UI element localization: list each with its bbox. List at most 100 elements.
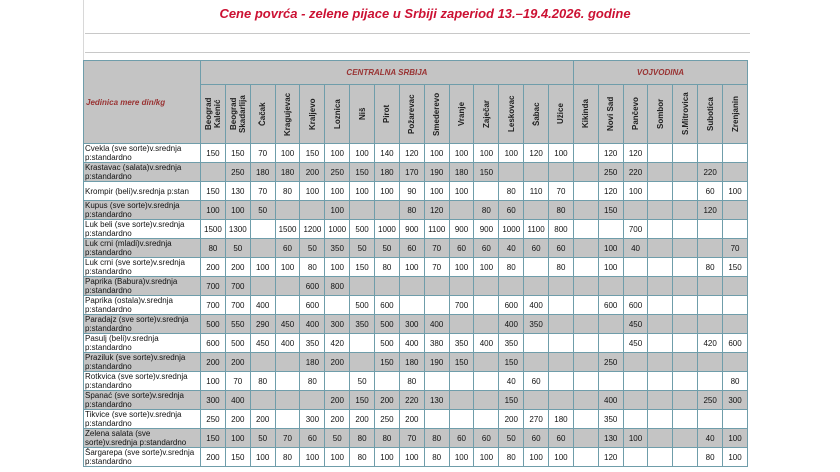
price-cell: 100 xyxy=(498,143,525,163)
price-cell: 350 xyxy=(299,333,326,353)
price-cell: 350 xyxy=(324,238,351,258)
price-cell xyxy=(647,219,674,239)
price-cell: 50 xyxy=(349,371,376,391)
price-cell xyxy=(672,333,699,353)
price-cell xyxy=(672,314,699,334)
price-cell: 80 xyxy=(249,371,276,391)
column-header: Smederevo xyxy=(423,84,450,144)
price-cell: 1200 xyxy=(299,219,326,239)
price-cell: 120 xyxy=(398,143,425,163)
price-cell: 600 xyxy=(200,333,226,353)
data-row: Paradajz (sve sorte)v.srednja p:standard… xyxy=(83,314,748,334)
column-header: Subotica xyxy=(697,84,724,144)
data-row: Tikvice (sve sorte)v.srednja p:standardn… xyxy=(83,409,748,429)
price-cell xyxy=(548,333,574,353)
price-cell: 350 xyxy=(498,333,525,353)
price-cell xyxy=(572,352,599,372)
price-cell: 100 xyxy=(324,200,351,220)
price-cell xyxy=(672,181,699,201)
data-row: Cvekla (sve sorte)v.srednja p:standardno… xyxy=(83,143,748,163)
data-row: Luk crni (mladi)v.srednja p:standardno 80… xyxy=(83,238,748,258)
price-cell: 170 xyxy=(398,162,425,182)
price-cell: 300 xyxy=(722,390,748,410)
price-cell xyxy=(697,276,724,296)
price-cell xyxy=(473,181,500,201)
price-cell xyxy=(572,257,599,277)
column-header: Kraljevo xyxy=(299,84,326,144)
price-cell: 70 xyxy=(722,238,748,258)
price-cell: 60 xyxy=(523,238,550,258)
price-cell: 700 xyxy=(622,219,649,239)
price-cell: 100 xyxy=(597,257,624,277)
price-cell: 100 xyxy=(448,447,475,467)
row-label: Spanać (sve sorte)v.srednja p:standardno xyxy=(83,390,201,410)
price-cell: 200 xyxy=(224,352,251,372)
price-cell xyxy=(374,200,400,220)
column-header: Novi Sad xyxy=(597,84,624,144)
price-cell: 900 xyxy=(448,219,475,239)
price-cell xyxy=(299,200,326,220)
price-cell: 270 xyxy=(523,409,550,429)
price-cell: 200 xyxy=(249,409,276,429)
price-cell: 70 xyxy=(398,428,425,448)
price-cell: 600 xyxy=(498,295,525,315)
price-cell: 100 xyxy=(374,447,400,467)
price-cell xyxy=(423,371,450,391)
price-cell: 120 xyxy=(597,447,624,467)
price-cell: 60 xyxy=(448,428,475,448)
price-cell xyxy=(572,390,599,410)
row-label: Šargarepa (sve sorte)v.srednja p:standar… xyxy=(83,447,201,467)
price-cell: 700 xyxy=(200,276,226,296)
price-cell: 100 xyxy=(374,181,400,201)
price-cell xyxy=(697,352,724,372)
price-cell: 180 xyxy=(249,162,276,182)
price-cell: 400 xyxy=(398,333,425,353)
price-cell: 450 xyxy=(622,314,649,334)
row-label: Cvekla (sve sorte)v.srednja p:standardno xyxy=(83,143,201,163)
price-cell: 200 xyxy=(324,352,351,372)
price-cell xyxy=(548,314,574,334)
price-cell: 80 xyxy=(697,257,724,277)
price-cell xyxy=(697,409,724,429)
price-cell: 220 xyxy=(697,162,724,182)
price-cell: 200 xyxy=(398,409,425,429)
price-cell: 1000 xyxy=(374,219,400,239)
price-cell xyxy=(448,276,475,296)
price-cell: 250 xyxy=(374,409,400,429)
price-cell xyxy=(722,352,748,372)
price-cell: 60 xyxy=(548,428,574,448)
price-cell xyxy=(647,428,674,448)
price-cell: 400 xyxy=(249,295,276,315)
price-cell xyxy=(423,276,450,296)
price-cell xyxy=(548,390,574,410)
price-cell: 60 xyxy=(498,200,525,220)
price-cell xyxy=(374,371,400,391)
price-cell: 1500 xyxy=(200,219,226,239)
price-cell: 130 xyxy=(224,181,251,201)
price-cell xyxy=(498,162,525,182)
price-cell: 600 xyxy=(374,295,400,315)
column-name: Kikinda xyxy=(581,99,591,129)
price-cell: 220 xyxy=(622,162,649,182)
price-cell: 60 xyxy=(697,181,724,201)
price-cell xyxy=(349,333,376,353)
price-cell: 200 xyxy=(498,409,525,429)
data-row: Rotkvica (sve sorte)v.srednja p:standard… xyxy=(83,371,748,391)
price-cell: 200 xyxy=(374,390,400,410)
price-cell: 110 xyxy=(523,181,550,201)
column-header: Beograd Kalenić xyxy=(200,84,226,144)
price-cell: 200 xyxy=(324,390,351,410)
price-cell xyxy=(423,295,450,315)
price-cell: 60 xyxy=(448,238,475,258)
price-cell: 100 xyxy=(398,447,425,467)
column-name: Loznica xyxy=(332,99,342,129)
column-header: S.Mitrovica xyxy=(672,84,699,144)
price-cell: 400 xyxy=(523,295,550,315)
price-cell xyxy=(647,143,674,163)
price-cell: 80 xyxy=(498,257,525,277)
price-cell: 70 xyxy=(548,181,574,201)
price-cell: 100 xyxy=(597,238,624,258)
price-cell: 60 xyxy=(274,238,301,258)
price-cell xyxy=(374,276,400,296)
row-label: Krompir (beli)v.srednja p:stan xyxy=(83,181,201,201)
